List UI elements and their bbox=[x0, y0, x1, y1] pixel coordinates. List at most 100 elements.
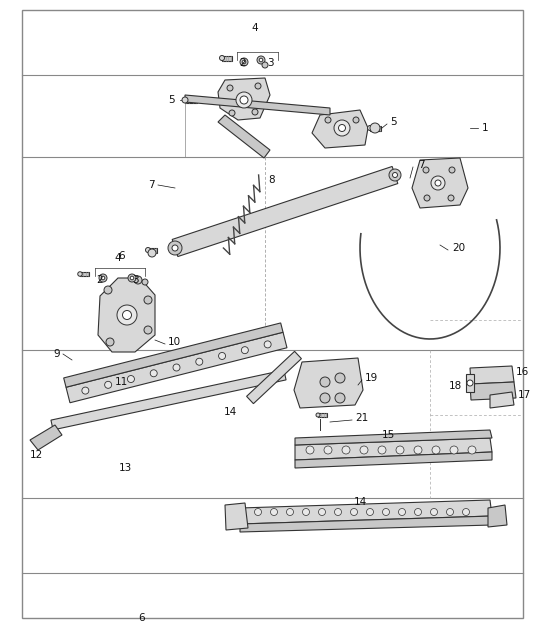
Polygon shape bbox=[295, 452, 492, 468]
Circle shape bbox=[229, 110, 235, 116]
Circle shape bbox=[431, 176, 445, 190]
Polygon shape bbox=[295, 430, 492, 445]
Circle shape bbox=[449, 167, 455, 173]
Circle shape bbox=[414, 446, 422, 454]
Circle shape bbox=[320, 377, 330, 387]
Polygon shape bbox=[240, 500, 492, 524]
Polygon shape bbox=[312, 110, 368, 148]
Circle shape bbox=[318, 509, 325, 516]
Circle shape bbox=[172, 245, 178, 251]
Circle shape bbox=[334, 120, 350, 136]
Circle shape bbox=[306, 446, 314, 454]
Polygon shape bbox=[172, 166, 398, 257]
Circle shape bbox=[240, 58, 248, 66]
Circle shape bbox=[270, 509, 277, 516]
Circle shape bbox=[435, 180, 441, 186]
Text: 2: 2 bbox=[96, 275, 104, 285]
Polygon shape bbox=[240, 516, 492, 532]
Circle shape bbox=[396, 446, 404, 454]
Text: 3: 3 bbox=[267, 58, 273, 68]
Circle shape bbox=[101, 276, 105, 280]
Circle shape bbox=[424, 195, 430, 201]
Polygon shape bbox=[318, 413, 327, 417]
Circle shape bbox=[142, 279, 148, 285]
Circle shape bbox=[287, 509, 294, 516]
Polygon shape bbox=[148, 247, 157, 252]
Polygon shape bbox=[64, 323, 283, 387]
Polygon shape bbox=[295, 438, 492, 460]
Circle shape bbox=[335, 393, 345, 403]
Circle shape bbox=[360, 446, 368, 454]
Circle shape bbox=[302, 509, 310, 516]
Circle shape bbox=[450, 446, 458, 454]
Circle shape bbox=[320, 393, 330, 403]
Circle shape bbox=[240, 96, 248, 104]
Circle shape bbox=[431, 509, 438, 516]
Circle shape bbox=[128, 274, 136, 282]
Circle shape bbox=[378, 446, 386, 454]
Circle shape bbox=[134, 276, 142, 284]
Circle shape bbox=[182, 97, 188, 103]
Circle shape bbox=[123, 310, 131, 320]
Text: 3: 3 bbox=[132, 275, 138, 285]
Circle shape bbox=[316, 413, 320, 417]
Circle shape bbox=[353, 117, 359, 123]
Text: 12: 12 bbox=[29, 450, 43, 460]
Text: 17: 17 bbox=[518, 390, 531, 400]
Circle shape bbox=[415, 509, 421, 516]
Text: 5: 5 bbox=[168, 95, 174, 105]
Circle shape bbox=[78, 272, 82, 276]
Circle shape bbox=[325, 117, 331, 123]
Text: 19: 19 bbox=[365, 373, 378, 383]
Polygon shape bbox=[30, 425, 62, 450]
Circle shape bbox=[255, 83, 261, 89]
Polygon shape bbox=[470, 366, 514, 384]
Text: 18: 18 bbox=[449, 381, 462, 391]
Circle shape bbox=[242, 60, 246, 64]
Circle shape bbox=[398, 509, 405, 516]
Circle shape bbox=[264, 341, 271, 348]
Polygon shape bbox=[185, 97, 197, 103]
Circle shape bbox=[262, 62, 268, 68]
Polygon shape bbox=[370, 126, 381, 131]
Text: 2: 2 bbox=[240, 58, 246, 68]
Circle shape bbox=[219, 352, 226, 359]
Polygon shape bbox=[294, 358, 363, 408]
Polygon shape bbox=[218, 78, 270, 120]
Circle shape bbox=[367, 126, 372, 131]
Text: 7: 7 bbox=[418, 160, 425, 170]
Circle shape bbox=[324, 446, 332, 454]
Circle shape bbox=[255, 509, 262, 516]
Circle shape bbox=[99, 274, 107, 282]
Circle shape bbox=[350, 509, 358, 516]
Text: 4: 4 bbox=[252, 23, 258, 33]
Circle shape bbox=[227, 85, 233, 91]
Circle shape bbox=[389, 169, 401, 181]
Circle shape bbox=[196, 358, 203, 365]
Circle shape bbox=[392, 173, 397, 178]
Circle shape bbox=[257, 56, 265, 64]
Polygon shape bbox=[218, 115, 270, 158]
Circle shape bbox=[468, 446, 476, 454]
Circle shape bbox=[446, 509, 453, 516]
Polygon shape bbox=[51, 370, 286, 430]
Polygon shape bbox=[98, 278, 155, 352]
Circle shape bbox=[150, 370, 157, 377]
Polygon shape bbox=[470, 382, 516, 400]
Circle shape bbox=[448, 195, 454, 201]
Text: 14: 14 bbox=[353, 497, 367, 507]
Circle shape bbox=[173, 364, 180, 371]
Circle shape bbox=[342, 446, 350, 454]
Circle shape bbox=[144, 296, 152, 304]
Text: 7: 7 bbox=[148, 180, 155, 190]
Text: 6: 6 bbox=[118, 251, 125, 261]
Text: 1: 1 bbox=[482, 123, 489, 133]
Circle shape bbox=[117, 305, 137, 325]
Circle shape bbox=[106, 338, 114, 346]
Text: 15: 15 bbox=[382, 430, 395, 440]
Circle shape bbox=[335, 373, 345, 383]
Polygon shape bbox=[225, 503, 248, 530]
Text: 20: 20 bbox=[452, 243, 465, 253]
Text: 8: 8 bbox=[269, 175, 275, 185]
Circle shape bbox=[241, 347, 249, 354]
